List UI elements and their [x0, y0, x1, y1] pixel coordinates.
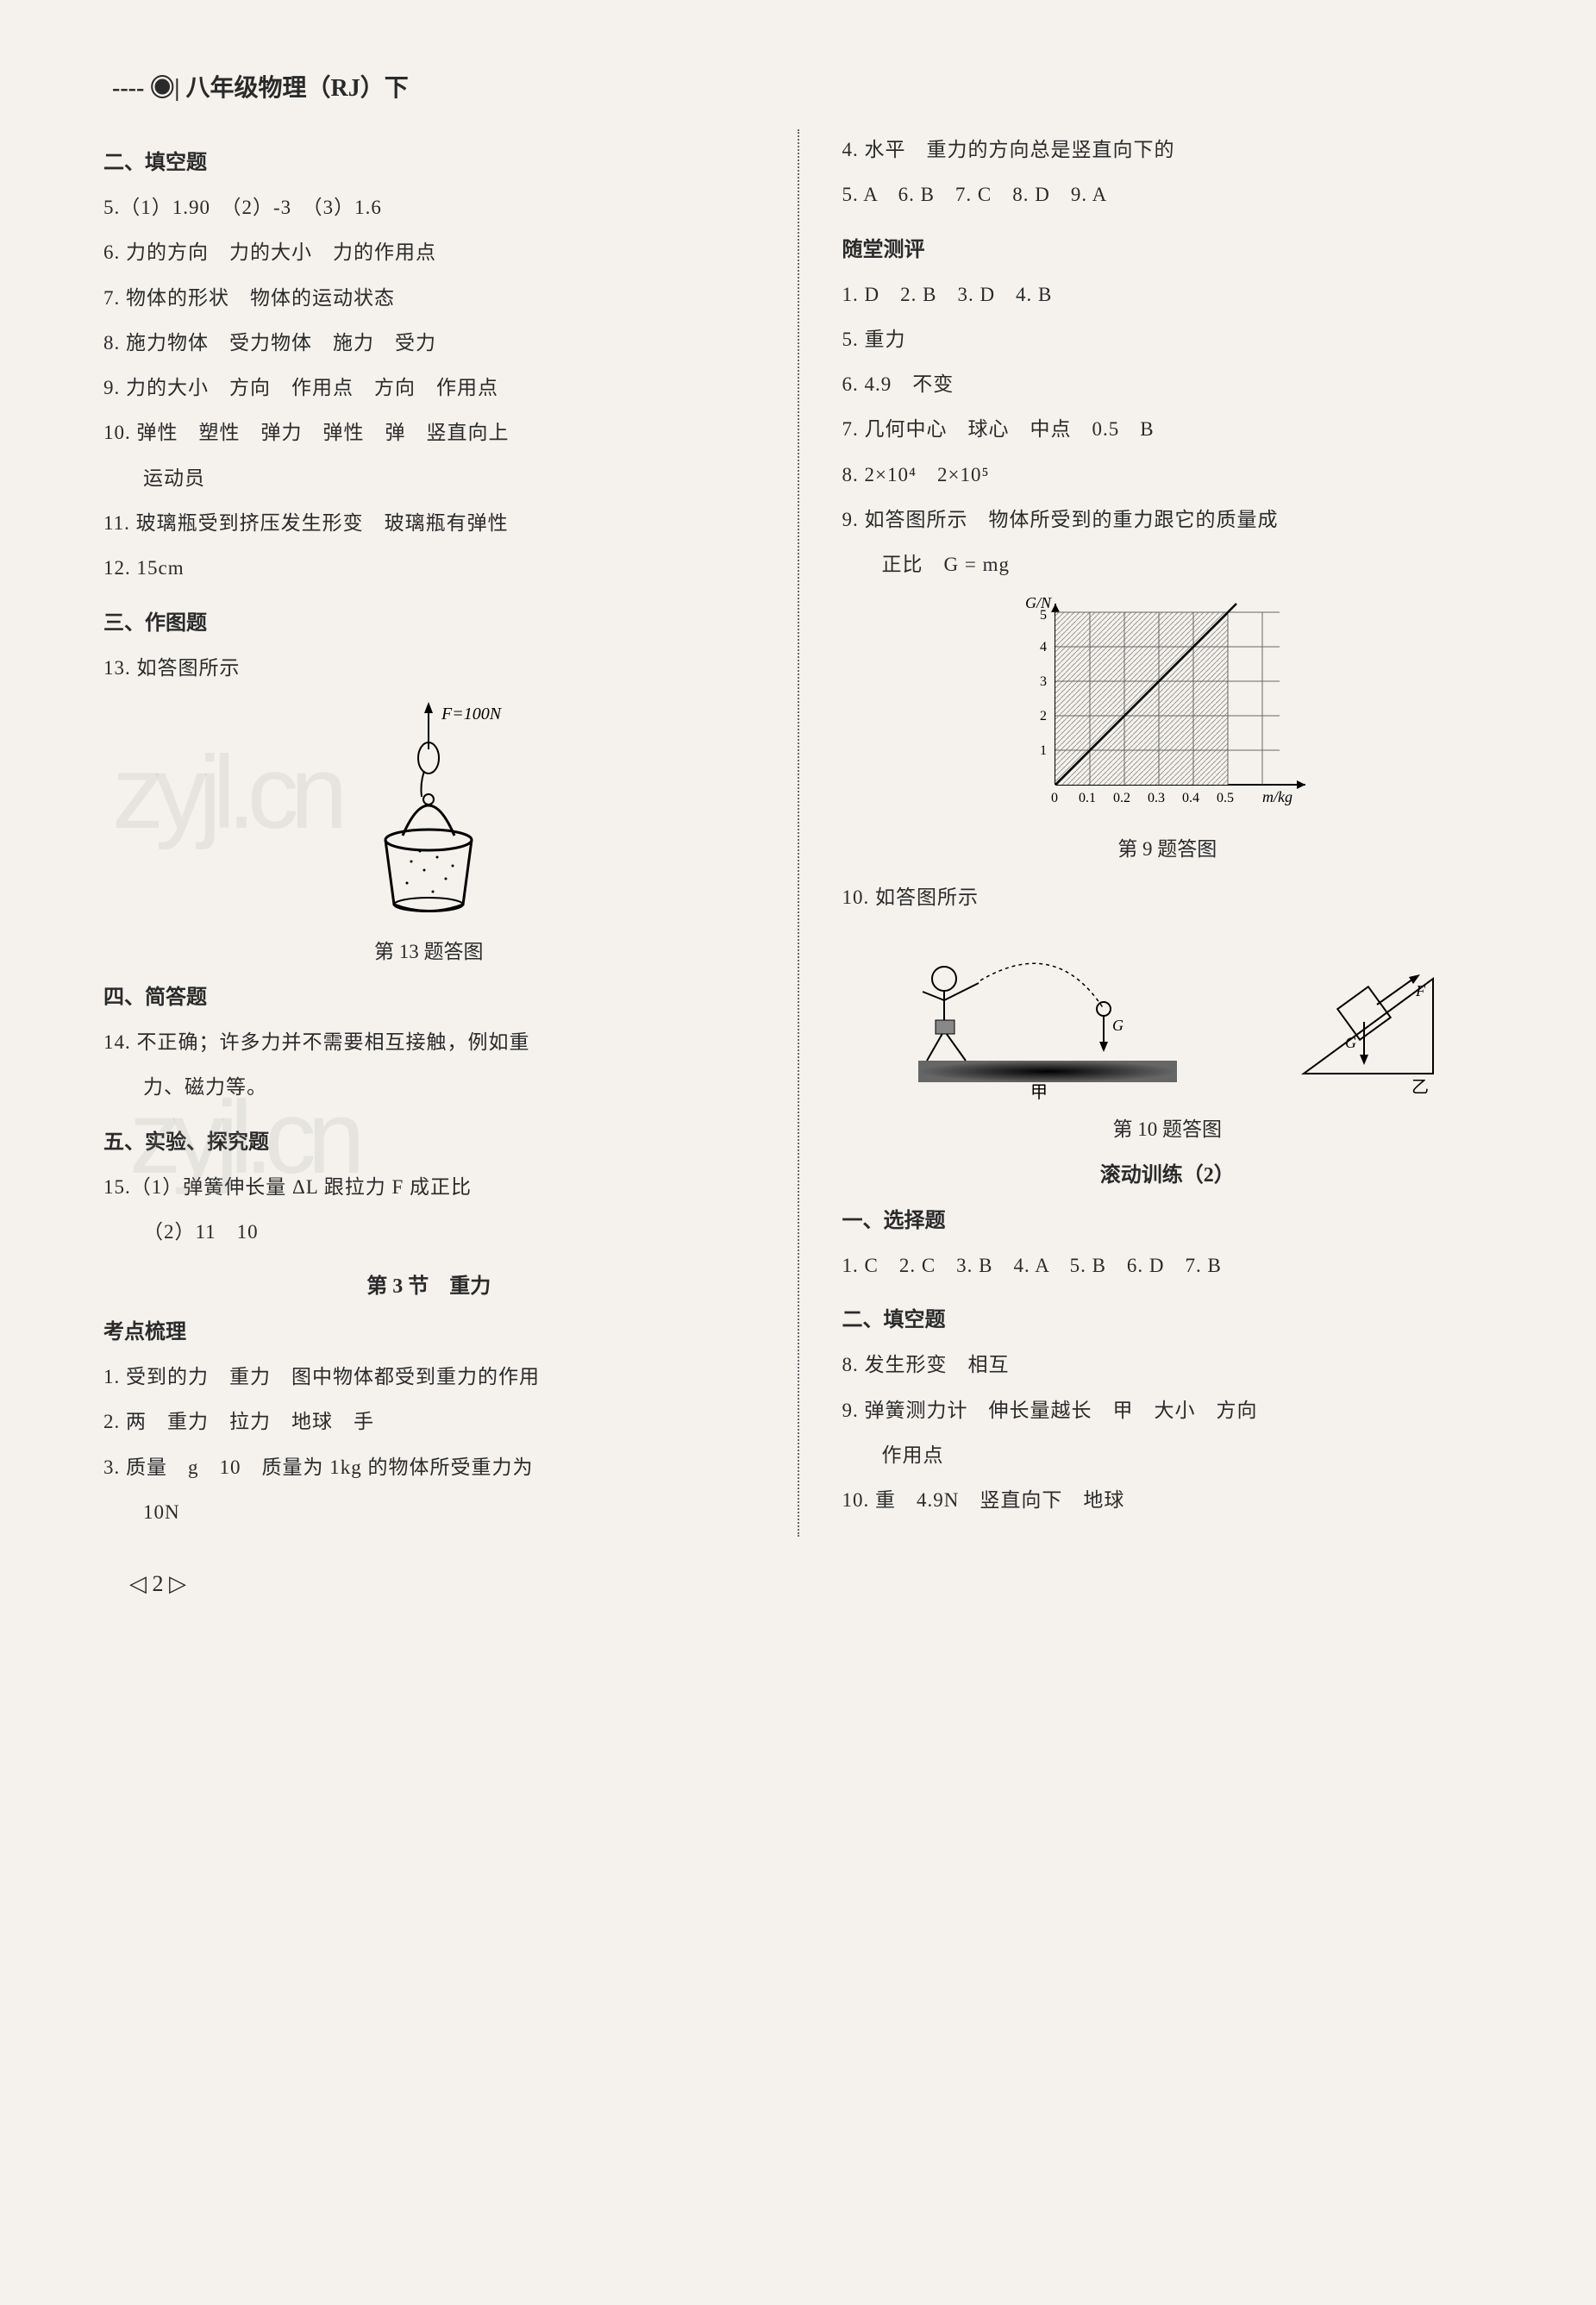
section-2-header: 二、填空题 [103, 145, 754, 175]
rolling-sec1-header: 一、选择题 [842, 1203, 1493, 1233]
header-title: 八年级物理（RJ）下 [185, 75, 408, 102]
suide-1-4: 1. D 2. B 3. D 4. B [842, 274, 1493, 316]
answer-6: 6. 力的方向 力的大小 力的作用点 [103, 232, 754, 273]
kaodian-3b: 10N [103, 1492, 754, 1533]
svg-text:0.2: 0.2 [1113, 791, 1130, 805]
rolling-title: 滚动训练（2） [842, 1157, 1493, 1187]
answer-10b: 运动员 [103, 458, 754, 499]
section-5-header: 五、实验、探究题 [103, 1124, 754, 1155]
rolling-9b: 作用点 [842, 1435, 1493, 1476]
rolling-sec2-header: 二、填空题 [842, 1302, 1493, 1332]
figure-13-bucket: F=100N [103, 698, 754, 926]
figure-9-chart: G/N 1 2 3 4 5 0 0.1 0.2 0.3 0.4 0.5 m/kg [842, 595, 1493, 824]
answer-8: 8. 施力物体 受力物体 施力 受力 [103, 323, 754, 364]
suide-7: 7. 几何中心 球心 中点 0.5 B [842, 409, 1493, 450]
page-number: ◁ 2 ▷ [103, 1571, 1493, 1597]
answer-15a: 15.（1）弹簧伸长量 ΔL 跟拉力 F 成正比 [103, 1167, 754, 1208]
answer-7: 7. 物体的形状 物体的运动状态 [103, 278, 754, 319]
answer-5: 5.（1）1.90 （2）-3 （3）1.6 [103, 187, 754, 229]
header-bullet-icon: ◉| [150, 75, 179, 102]
svg-text:G/N: G/N [1025, 595, 1052, 611]
suide-6: 6. 4.9 不变 [842, 364, 1493, 405]
figure-10-caption: 第 10 题答图 [842, 1112, 1493, 1142]
suide-9b: 正比 G = mg [842, 544, 1493, 586]
svg-text:0.3: 0.3 [1148, 791, 1165, 805]
figure-10: G 甲 F [842, 927, 1493, 1104]
answer-r4: 4. 水平 重力的方向总是竖直向下的 [842, 129, 1493, 171]
figure-13-caption: 第 13 题答图 [103, 935, 754, 964]
page-num-left-icon: ◁ [129, 1571, 147, 1596]
figure-9-caption: 第 9 题答图 [842, 832, 1493, 861]
kaodian-2: 2. 两 重力 拉力 地球 手 [103, 1401, 754, 1443]
svg-text:G: G [1112, 1017, 1123, 1034]
answer-15b: （2）11 10 [103, 1212, 754, 1253]
bucket-svg: F=100N [342, 698, 515, 922]
page-num-value: 2 [153, 1571, 164, 1596]
svg-text:F: F [1415, 982, 1426, 999]
rolling-9a: 9. 弹簧测力计 伸长量越长 甲 大小 方向 [842, 1390, 1493, 1431]
svg-text:0: 0 [1051, 791, 1058, 805]
answer-14a: 14. 不正确；许多力并不需要相互接触，例如重 [103, 1022, 754, 1063]
svg-text:0.4: 0.4 [1182, 791, 1199, 805]
kaodian-header: 考点梳理 [103, 1314, 754, 1344]
section-3-title: 第 3 节 重力 [103, 1268, 754, 1299]
svg-text:2: 2 [1040, 709, 1047, 723]
svg-text:4: 4 [1040, 640, 1047, 655]
suide-10: 10. 如答图所示 [842, 877, 1493, 918]
fig10-left-label: 甲 [1030, 1083, 1048, 1099]
answer-13: 13. 如答图所示 [103, 648, 754, 689]
rolling-1-7: 1. C 2. C 3. B 4. A 5. B 6. D 7. B [842, 1245, 1493, 1287]
page-num-right-icon: ▷ [169, 1571, 186, 1596]
answer-9: 9. 力的大小 方向 作用点 方向 作用点 [103, 367, 754, 409]
answer-10: 10. 弹性 塑性 弹力 弹性 弹 竖直向上 [103, 412, 754, 454]
chart-svg: G/N 1 2 3 4 5 0 0.1 0.2 0.3 0.4 0.5 m/kg [1004, 595, 1331, 819]
rolling-10: 10. 重 4.9N 竖直向下 地球 [842, 1480, 1493, 1521]
suide-9a: 9. 如答图所示 物体所受到的重力跟它的质量成 [842, 499, 1493, 541]
figure-10-left: G 甲 [884, 927, 1194, 1104]
left-column: 二、填空题 5.（1）1.90 （2）-3 （3）1.6 6. 力的方向 力的大… [103, 129, 754, 1537]
answer-14b: 力、磁力等。 [103, 1067, 754, 1108]
svg-text:G: G [1345, 1034, 1356, 1051]
svg-text:0.1: 0.1 [1079, 791, 1096, 805]
suide-header: 随堂测评 [842, 232, 1493, 262]
answer-12: 12. 15cm [103, 548, 754, 589]
figure-10-right: F G 乙 [1278, 944, 1450, 1104]
svg-text:5: 5 [1040, 608, 1047, 623]
svg-text:m/kg: m/kg [1262, 788, 1292, 805]
header-dash: ---- [112, 75, 144, 102]
answer-11: 11. 玻璃瓶受到挤压发生形变 玻璃瓶有弹性 [103, 503, 754, 544]
svg-text:3: 3 [1040, 674, 1047, 689]
kaodian-3a: 3. 质量 g 10 质量为 1kg 的物体所受重力为 [103, 1447, 754, 1488]
page-header: ---- ◉| 八年级物理（RJ）下 [103, 69, 1493, 103]
section-3-header: 三、作图题 [103, 605, 754, 636]
fig10-right-label: 乙 [1411, 1078, 1429, 1097]
suide-5: 5. 重力 [842, 319, 1493, 360]
column-divider [798, 129, 799, 1537]
svg-text:0.5: 0.5 [1217, 791, 1234, 805]
two-column-layout: 二、填空题 5.（1）1.90 （2）-3 （3）1.6 6. 力的方向 力的大… [103, 129, 1493, 1537]
force-label: F=100N [441, 705, 503, 723]
suide-8: 8. 2×10⁴ 2×10⁵ [842, 454, 1493, 496]
kaodian-1: 1. 受到的力 重力 图中物体都受到重力的作用 [103, 1356, 754, 1398]
answer-r5-9: 5. A 6. B 7. C 8. D 9. A [842, 174, 1493, 216]
right-column: 4. 水平 重力的方向总是竖直向下的 5. A 6. B 7. C 8. D 9… [842, 129, 1493, 1537]
rolling-8: 8. 发生形变 相互 [842, 1344, 1493, 1386]
section-4-header: 四、简答题 [103, 980, 754, 1010]
svg-text:1: 1 [1040, 743, 1047, 758]
